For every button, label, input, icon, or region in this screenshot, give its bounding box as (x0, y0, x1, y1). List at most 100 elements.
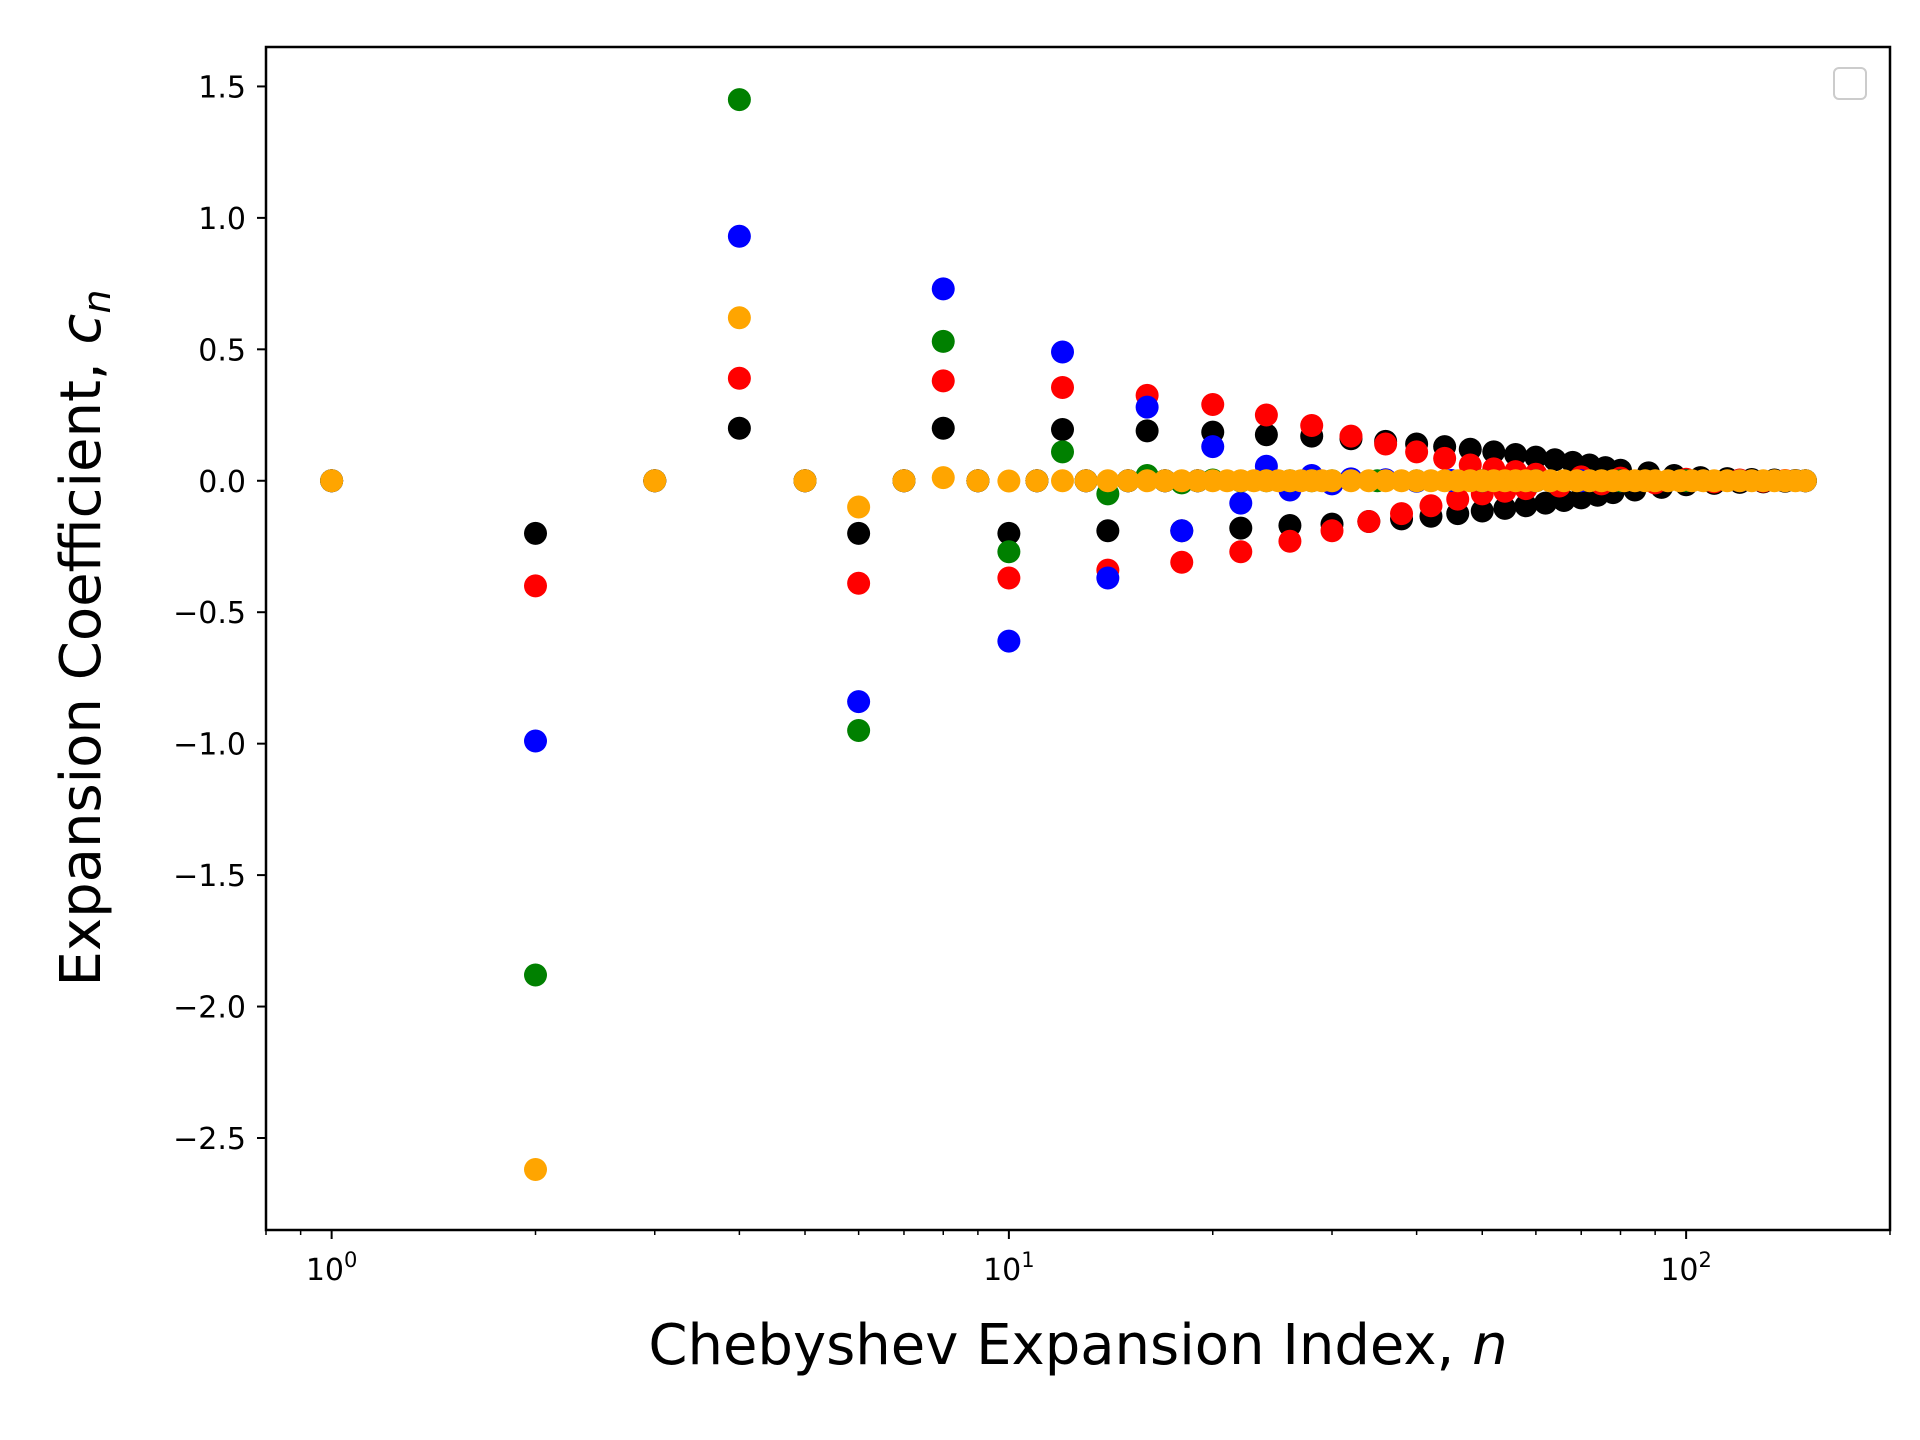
data-point (1170, 519, 1194, 543)
data-point (524, 521, 548, 545)
data-point (997, 469, 1021, 493)
y-tick-label: −1.5 (173, 859, 246, 894)
data-point (1254, 423, 1278, 447)
data-point (1074, 469, 1098, 493)
data-point (1201, 435, 1225, 459)
data-point (1170, 550, 1194, 574)
data-point (524, 963, 548, 987)
y-tick-label: 0.5 (198, 333, 246, 368)
data-point (892, 469, 916, 493)
data-point (1534, 491, 1558, 515)
data-point (1051, 375, 1075, 399)
data-point (1229, 491, 1253, 515)
data-point (1025, 469, 1049, 493)
data-point (1229, 540, 1253, 564)
y-axis: 1.5 1.0 0.5 0.0 −0.5 −1.0 −1.5 −2.0 −2.5 (173, 70, 266, 1157)
data-point (1357, 510, 1381, 534)
y-axis-title: Expansion Coefficient, cn (49, 290, 119, 987)
data-point (1433, 446, 1457, 470)
data-point (931, 329, 955, 353)
data-point (1458, 437, 1482, 461)
data-point (643, 469, 667, 493)
y-tick-label: 0.0 (198, 465, 246, 500)
data-point (1405, 440, 1429, 464)
data-point (1339, 424, 1363, 448)
data-point (727, 224, 751, 248)
data-point (1320, 519, 1344, 543)
data-point (847, 571, 871, 595)
data-point (1135, 395, 1159, 419)
data-point (1339, 469, 1363, 493)
data-point (524, 574, 548, 598)
data-point (1153, 469, 1177, 493)
points-layer (320, 88, 1817, 1182)
data-point (1470, 499, 1494, 523)
data-point (727, 306, 751, 330)
data-point (997, 566, 1021, 590)
x-tick-label: 101 (983, 1248, 1035, 1288)
data-point (524, 729, 548, 753)
legend-box (1833, 67, 1867, 100)
data-point (997, 521, 1021, 545)
data-point (931, 466, 955, 490)
data-point (1493, 496, 1517, 520)
data-point (1357, 469, 1381, 493)
plot-frame (264, 45, 1892, 1232)
data-point (1278, 529, 1302, 553)
data-point (1229, 516, 1253, 540)
y-tick-label: 1.0 (198, 202, 246, 237)
data-point (1374, 432, 1398, 456)
data-point (847, 521, 871, 545)
data-point (1051, 469, 1075, 493)
series-group (320, 306, 1817, 1182)
data-point (1051, 440, 1075, 464)
data-point (1793, 469, 1817, 493)
data-point (727, 366, 751, 390)
data-point (727, 416, 751, 440)
x-tick-label: 102 (1660, 1248, 1712, 1288)
data-point (1135, 419, 1159, 443)
data-point (997, 629, 1021, 653)
data-point (727, 88, 751, 112)
data-point (1135, 469, 1159, 493)
data-point (1446, 487, 1470, 511)
data-point (1543, 448, 1567, 472)
data-point (320, 469, 344, 493)
data-point (1278, 513, 1302, 537)
data-point (931, 277, 955, 301)
data-point (1096, 519, 1120, 543)
data-point (847, 690, 871, 714)
data-point (1458, 453, 1482, 477)
data-point (1419, 494, 1443, 518)
data-point (1374, 469, 1398, 493)
data-point (1254, 403, 1278, 427)
data-point (1096, 469, 1120, 493)
data-point (1482, 440, 1506, 464)
x-tick-label: 100 (306, 1248, 358, 1288)
y-tick-label: −2.0 (173, 991, 246, 1026)
data-point (1504, 442, 1528, 466)
data-point (1524, 445, 1548, 469)
x-axis-title: Chebyshev Expansion Index, n (648, 1313, 1507, 1378)
data-point (1051, 340, 1075, 364)
data-point (1096, 566, 1120, 590)
y-tick-label: −2.5 (173, 1122, 246, 1157)
data-point (1116, 469, 1140, 493)
data-point (847, 495, 871, 519)
data-point (931, 369, 955, 393)
data-point (997, 540, 1021, 564)
x-axis: 100 101 102 (265, 1230, 1891, 1288)
data-point (1051, 418, 1075, 442)
y-tick-label: 1.5 (198, 70, 246, 105)
data-point (1390, 502, 1414, 526)
data-point (1201, 393, 1225, 417)
y-tick-label: −0.5 (173, 596, 246, 631)
data-point (1300, 414, 1324, 438)
y-tick-label: −1.0 (173, 728, 246, 763)
data-point (793, 469, 817, 493)
data-point (1320, 469, 1344, 493)
data-point (847, 719, 871, 743)
data-point (966, 469, 990, 493)
